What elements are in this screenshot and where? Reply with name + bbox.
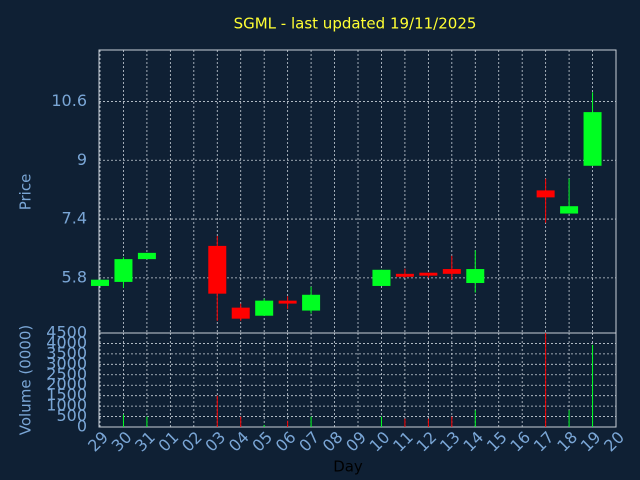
candle-body xyxy=(560,206,579,214)
candle-body xyxy=(208,245,227,294)
y-tick-label: 7.4 xyxy=(62,209,87,228)
candle-body xyxy=(302,294,321,311)
x-axis-label: Day xyxy=(333,458,363,476)
volume-tick-label: 3000 xyxy=(46,354,87,373)
candle-body xyxy=(395,273,414,277)
volume-tick-label: 2500 xyxy=(46,364,87,383)
candle-body xyxy=(255,300,274,316)
candle-body xyxy=(231,307,250,319)
volume-tick-label: 3500 xyxy=(46,343,87,362)
candle-body xyxy=(442,269,461,274)
candle-body xyxy=(583,112,602,166)
y-axis-label: Price xyxy=(17,174,35,211)
candle-body xyxy=(466,269,485,284)
candle-body xyxy=(372,269,391,286)
volume-tick-label: 4500 xyxy=(46,323,87,342)
candle-body xyxy=(536,190,555,198)
candle-body xyxy=(137,252,156,260)
volume-tick-label: 500 xyxy=(56,406,87,425)
volume-tick-label: 0 xyxy=(77,417,87,436)
candle-body xyxy=(419,272,438,276)
x-tick-label: 20 xyxy=(600,428,628,456)
volume-axis-label: Volume (0000) xyxy=(17,325,35,435)
volume-tick-label: 1000 xyxy=(46,396,87,415)
volume-tick-label: 2000 xyxy=(46,375,87,394)
y-tick-label: 5.8 xyxy=(62,267,87,286)
candle-body xyxy=(114,259,133,282)
y-tick-label: 9 xyxy=(77,150,87,169)
volume-frame xyxy=(98,332,617,428)
volume-tick-label: 4000 xyxy=(46,333,87,352)
volume-tick-label: 1500 xyxy=(46,385,87,404)
y-tick-label: 10.6 xyxy=(51,91,87,110)
chart-title: SGML - last updated 19/11/2025 xyxy=(234,15,477,33)
candle-body xyxy=(91,279,109,286)
candle-body xyxy=(278,300,297,304)
